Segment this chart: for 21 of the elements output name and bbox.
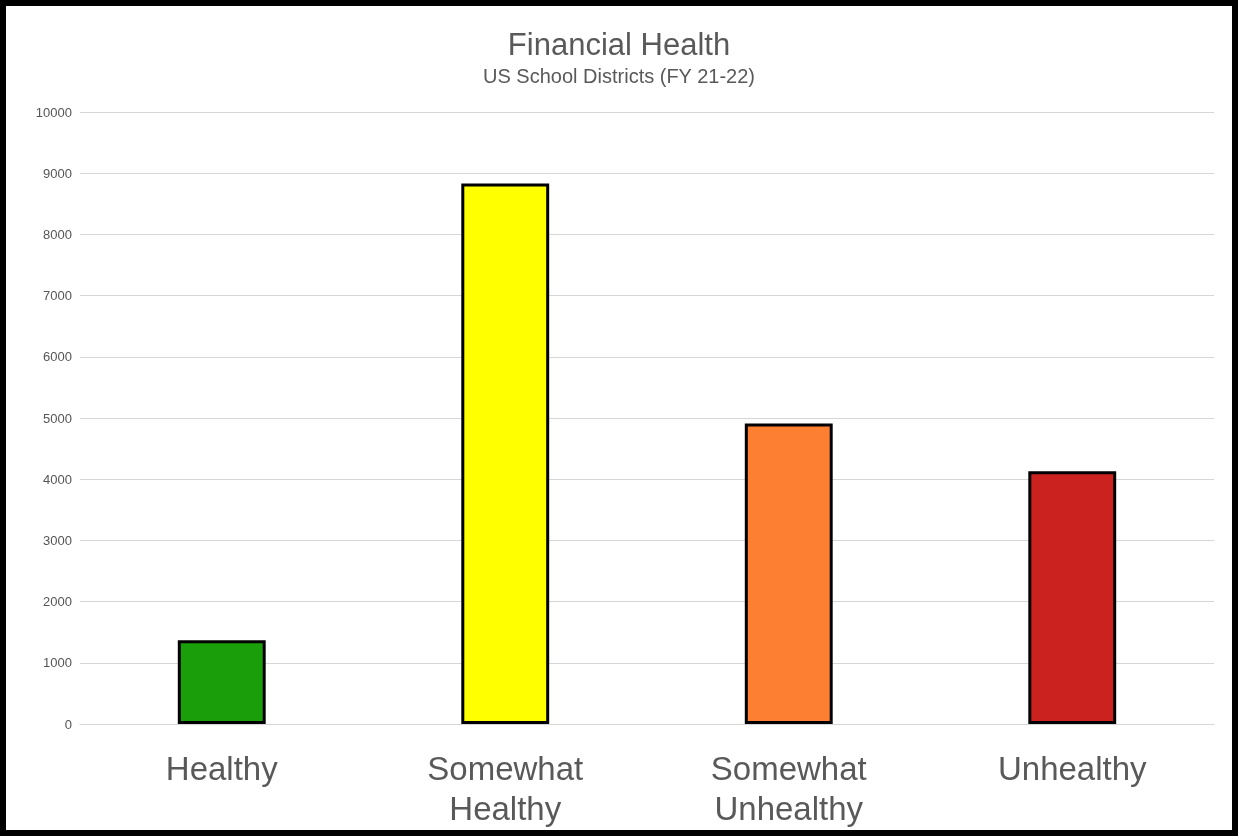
y-tick-label: 10000 <box>35 104 72 120</box>
y-tick-label: 2000 <box>43 594 72 610</box>
chart-subtitle: US School Districts (FY 21-22) <box>483 65 755 87</box>
bar <box>1028 471 1117 724</box>
bar <box>461 183 550 724</box>
bar <box>177 640 266 724</box>
x-tick-label: Somewhat Healthy <box>427 749 584 827</box>
y-tick-label: 4000 <box>43 471 72 487</box>
y-tick-label: 0 <box>64 716 72 732</box>
x-tick-label: Healthy <box>165 749 279 787</box>
bar <box>744 423 833 724</box>
y-tick-label: 7000 <box>43 288 72 304</box>
y-tick-label: 6000 <box>43 349 72 365</box>
y-tick-label: 8000 <box>43 226 72 242</box>
chart-title: Financial Health <box>507 27 731 62</box>
x-tick-label: Somewhat Unhealthy <box>710 749 867 827</box>
y-tick-label: 1000 <box>43 655 72 671</box>
y-tick-label: 3000 <box>43 532 72 548</box>
y-tick-label: 9000 <box>43 165 72 181</box>
y-tick-label: 5000 <box>43 410 72 426</box>
x-tick-label: Unhealthy <box>997 749 1148 787</box>
